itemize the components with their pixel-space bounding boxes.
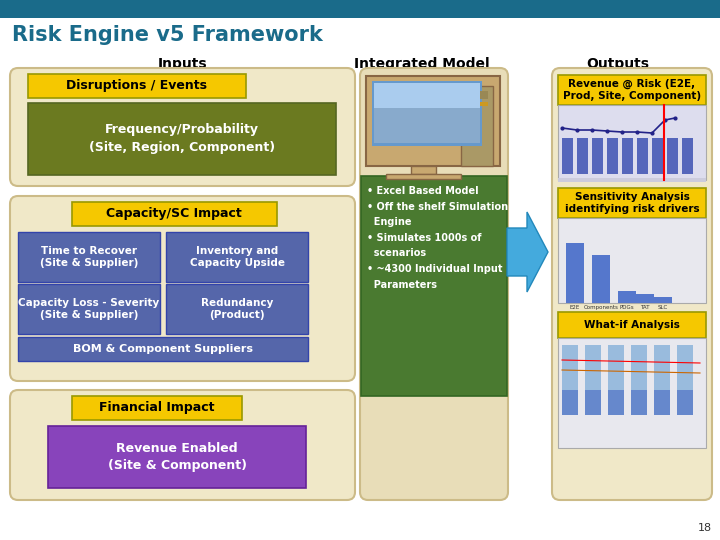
- Bar: [166, 232, 308, 282]
- Bar: [0, 0, 720, 18]
- Text: SLC: SLC: [658, 305, 668, 310]
- Bar: [366, 76, 500, 166]
- Text: Sensitivity Analysis
identifying risk drivers: Sensitivity Analysis identifying risk dr…: [564, 192, 699, 214]
- Bar: [558, 338, 706, 448]
- Bar: [28, 74, 246, 98]
- Text: • Excel Based Model
• Off the shelf Simulation
  Engine
• Simulates 1000s of
  s: • Excel Based Model • Off the shelf Simu…: [367, 186, 508, 289]
- Text: BOM & Component Suppliers: BOM & Component Suppliers: [73, 344, 253, 354]
- Bar: [72, 202, 277, 226]
- Text: Frequency/Probability
(Site, Region, Component): Frequency/Probability (Site, Region, Com…: [89, 124, 275, 154]
- Bar: [72, 396, 242, 420]
- Bar: [18, 232, 160, 282]
- Bar: [464, 91, 488, 99]
- Bar: [622, 138, 633, 174]
- Bar: [48, 426, 306, 488]
- Bar: [386, 174, 461, 179]
- Bar: [577, 138, 588, 174]
- Bar: [18, 337, 308, 361]
- Text: PDGs: PDGs: [620, 305, 634, 310]
- Bar: [562, 138, 573, 174]
- FancyBboxPatch shape: [10, 196, 355, 381]
- Text: Capacity/SC Impact: Capacity/SC Impact: [106, 207, 242, 220]
- Text: E2E: E2E: [570, 305, 580, 310]
- Text: Inventory and
Capacity Upside: Inventory and Capacity Upside: [189, 246, 284, 268]
- Bar: [374, 83, 480, 108]
- FancyBboxPatch shape: [10, 390, 355, 500]
- Bar: [677, 345, 693, 390]
- Text: Time to Recover
(Site & Supplier): Time to Recover (Site & Supplier): [40, 246, 138, 268]
- Text: Inputs: Inputs: [158, 57, 208, 71]
- Bar: [374, 83, 480, 143]
- Bar: [637, 138, 648, 174]
- Bar: [166, 284, 308, 334]
- Bar: [566, 243, 584, 303]
- FancyBboxPatch shape: [360, 68, 508, 500]
- Bar: [682, 138, 693, 174]
- Text: Components: Components: [584, 305, 618, 310]
- Bar: [592, 255, 610, 303]
- Text: Redundancy
(Product): Redundancy (Product): [201, 298, 273, 320]
- Text: Disruptions / Events: Disruptions / Events: [66, 79, 207, 92]
- Bar: [585, 345, 601, 415]
- Text: Outputs: Outputs: [587, 57, 649, 71]
- Bar: [558, 188, 706, 218]
- Bar: [18, 284, 160, 334]
- FancyBboxPatch shape: [552, 68, 712, 500]
- Text: Revenue @ Risk (E2E,
Prod, Site, Component): Revenue @ Risk (E2E, Prod, Site, Compone…: [563, 79, 701, 102]
- Bar: [654, 345, 670, 415]
- Text: Revenue Enabled
(Site & Component): Revenue Enabled (Site & Component): [107, 442, 246, 472]
- Bar: [652, 138, 663, 174]
- Text: Risk Engine v5 Framework: Risk Engine v5 Framework: [12, 25, 323, 45]
- Bar: [607, 138, 618, 174]
- Bar: [592, 138, 603, 174]
- Text: TAT: TAT: [640, 305, 649, 310]
- Bar: [558, 218, 706, 303]
- Bar: [558, 178, 706, 182]
- Text: Integrated Model: Integrated Model: [354, 57, 490, 71]
- Bar: [585, 345, 601, 390]
- Bar: [654, 297, 672, 303]
- Bar: [667, 138, 678, 174]
- Bar: [654, 345, 670, 390]
- Bar: [631, 345, 647, 415]
- Bar: [372, 81, 482, 146]
- Bar: [608, 345, 624, 390]
- Bar: [677, 345, 693, 415]
- Text: What-if Analysis: What-if Analysis: [584, 320, 680, 330]
- Bar: [464, 102, 488, 106]
- Bar: [562, 345, 578, 390]
- Bar: [558, 312, 706, 338]
- Bar: [558, 105, 706, 180]
- Bar: [361, 176, 507, 396]
- Text: Capacity Loss - Severity
(Site & Supplier): Capacity Loss - Severity (Site & Supplie…: [19, 298, 160, 320]
- FancyBboxPatch shape: [10, 68, 355, 186]
- Bar: [558, 75, 706, 105]
- Bar: [631, 345, 647, 390]
- Bar: [461, 86, 493, 166]
- Bar: [618, 291, 636, 303]
- Bar: [636, 294, 654, 303]
- Polygon shape: [507, 212, 548, 292]
- Bar: [608, 345, 624, 415]
- Bar: [411, 166, 436, 174]
- Text: Financial Impact: Financial Impact: [99, 402, 215, 415]
- Bar: [28, 103, 336, 175]
- Bar: [562, 345, 578, 415]
- Text: 18: 18: [698, 523, 712, 533]
